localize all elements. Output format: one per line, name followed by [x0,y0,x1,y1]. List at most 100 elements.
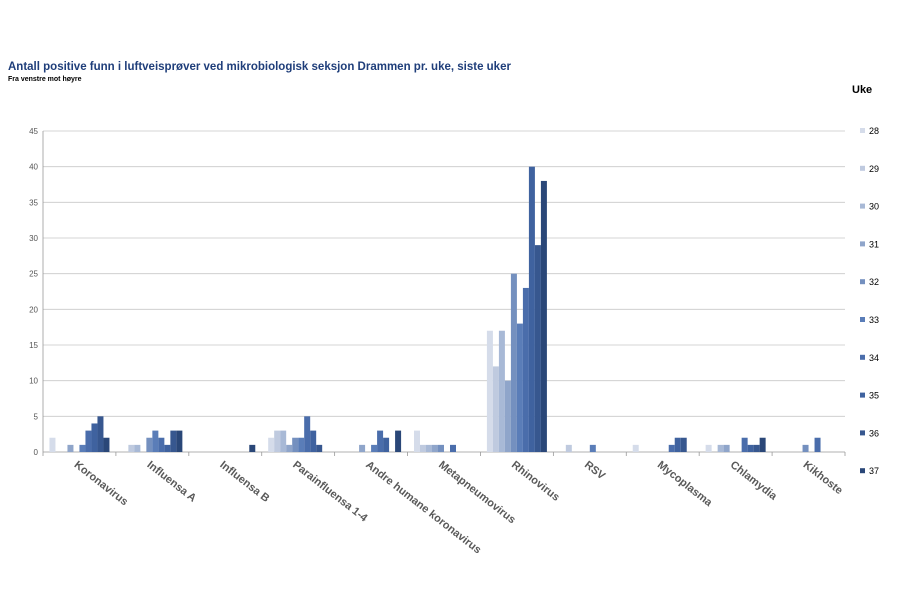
bar [498,330,505,452]
bar [723,444,730,452]
legend-swatch [860,128,865,133]
bar [280,430,287,452]
legend-swatch [860,392,865,398]
bar [420,444,426,452]
x-category-label: Parainfluensa 1-4 [290,459,370,525]
x-category-label: Chlamydia [728,459,780,503]
y-tick-label: 0 [34,448,39,457]
bar [747,444,754,452]
bar [359,444,366,452]
bar [814,437,821,452]
legend-swatch [860,468,865,474]
bar [450,444,456,452]
legend-label: 36 [869,428,879,438]
bar [91,423,98,452]
bar [668,444,675,452]
bar [565,444,572,452]
x-category-label: Koronavirus [72,459,130,508]
legend-label: 37 [869,466,879,476]
legend-label: 31 [869,239,879,249]
y-tick-label: 40 [29,163,38,172]
bar [504,380,511,452]
legend-label: 35 [869,391,879,401]
bar [432,444,438,452]
bar [310,430,317,452]
bar [146,437,153,452]
legend-title: Uke [852,84,872,96]
y-tick-label: 5 [34,412,39,421]
bar [486,330,493,452]
y-tick-label: 30 [29,234,38,243]
bar [268,437,275,452]
bar [292,437,299,452]
bar [164,444,171,452]
bar [170,430,177,452]
bar [438,444,444,452]
x-category-label: Rhinovirus [509,459,562,504]
legend-label: 33 [869,315,879,325]
bar [304,416,311,452]
bar [540,180,547,452]
bar [286,444,293,452]
legend-swatch [860,203,865,209]
bar [426,444,432,452]
bar [67,444,74,452]
bar [383,437,390,452]
legend-swatch [860,430,865,436]
bar [741,437,748,452]
legend-label: 32 [869,277,879,287]
x-category-label: Influensa B [217,459,271,505]
legend-swatch [860,354,865,360]
x-category-label: Mycoplasma [655,459,715,510]
x-category-label: RSV [582,459,608,483]
bar [516,323,523,452]
bar [680,437,687,452]
bar [705,444,712,452]
legend-swatch [860,165,865,171]
bar [717,444,724,452]
bar [298,437,305,452]
bar [674,437,681,452]
bar [522,287,529,452]
gridlines [43,130,845,453]
bar [249,444,256,452]
legend-label: 30 [869,202,879,212]
legend-swatch [860,279,865,285]
bar [176,430,183,452]
bar [759,437,766,452]
bar [395,430,402,452]
legend-label: 34 [869,353,879,363]
y-axis: 0 5 10 15 20 25 30 35 40 45 [29,127,44,457]
bar [377,430,384,452]
bar [79,444,86,452]
bar [274,430,281,452]
y-tick-label: 35 [29,198,38,207]
bar [49,437,56,452]
bar [528,166,535,452]
bar [589,444,596,452]
y-tick-label: 15 [29,341,38,350]
y-tick-label: 25 [29,270,38,279]
legend-swatch [860,317,865,322]
bar-series [49,166,821,452]
x-category-label: Andre humane koronavirus [363,459,483,557]
legend-swatch [860,241,865,247]
legend-label: 28 [869,126,879,136]
y-tick-label: 20 [29,305,38,314]
chart-subtitle: Fra venstre mot høyre [8,76,82,83]
bar [414,430,420,452]
bar [152,430,159,452]
bar [128,444,135,452]
x-category-label: Metapneumovirus [436,459,518,526]
bar [753,444,760,452]
bar [371,444,378,452]
legend-label: 29 [869,164,879,174]
x-category-label: Kikhoste [801,459,845,497]
x-axis: Koronavirus Influensa A Influensa B Parainf… [42,452,846,557]
bar [492,366,499,452]
bar [97,416,104,452]
bar [103,437,110,452]
bar [510,273,517,452]
bar [632,444,639,452]
